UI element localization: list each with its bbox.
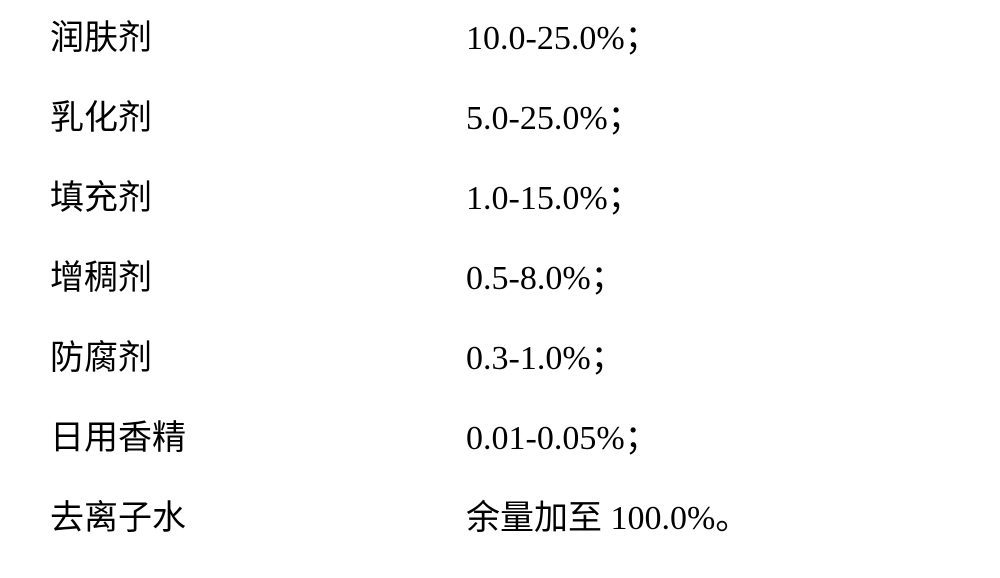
ingredient-label: 去离子水 — [50, 490, 186, 539]
table-row: 润肤剂 10.0-25.0%； — [0, 10, 1000, 90]
table-row: 日用香精 0.01-0.05%； — [0, 410, 1000, 490]
ingredient-value: 5.0-25.0%； — [466, 90, 642, 139]
ingredient-label: 润肤剂 — [50, 10, 152, 59]
ingredient-label: 增稠剂 — [50, 250, 152, 299]
table-row: 防腐剂 0.3-1.0%； — [0, 330, 1000, 410]
ingredient-label: 日用香精 — [50, 410, 186, 459]
ingredient-value: 1.0-15.0%； — [466, 170, 642, 219]
table-row: 去离子水 余量加至 100.0%。 — [0, 490, 1000, 570]
table-row: 增稠剂 0.5-8.0%； — [0, 250, 1000, 330]
ingredient-label: 乳化剂 — [50, 90, 152, 139]
ingredient-table: 润肤剂 10.0-25.0%； 乳化剂 5.0-25.0%； 填充剂 1.0-1… — [0, 0, 1000, 578]
table-row: 填充剂 1.0-15.0%； — [0, 170, 1000, 250]
ingredient-value: 余量加至 100.0%。 — [466, 490, 749, 539]
ingredient-value: 0.01-0.05%； — [466, 410, 659, 459]
ingredient-label: 防腐剂 — [50, 330, 152, 379]
ingredient-label: 填充剂 — [50, 170, 152, 219]
ingredient-value: 10.0-25.0%； — [466, 10, 659, 59]
ingredient-value: 0.5-8.0%； — [466, 250, 625, 299]
table-row: 乳化剂 5.0-25.0%； — [0, 90, 1000, 170]
ingredient-value: 0.3-1.0%； — [466, 330, 625, 379]
